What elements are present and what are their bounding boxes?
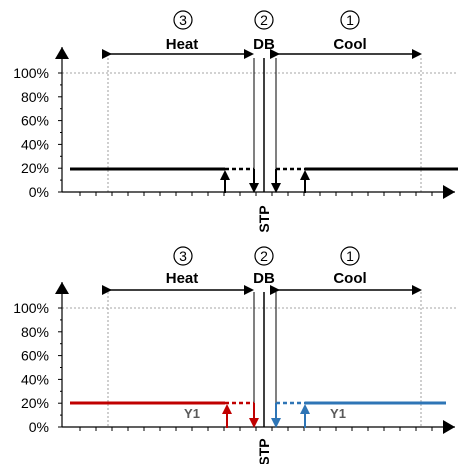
zone-1-number: 1 — [346, 248, 354, 264]
heat-output-label: Y1 — [184, 406, 200, 421]
y-ticks: 100% 80% 60% 40% 20% 0% — [13, 65, 62, 200]
y-tick-label: 80% — [21, 324, 49, 340]
cool-output-label: Y1 — [330, 406, 346, 421]
heat-label: Heat — [166, 270, 199, 287]
setpoint-label: STP — [256, 438, 272, 464]
zone-2-number: 2 — [260, 12, 268, 28]
y-tick-label: 0% — [29, 184, 49, 200]
db-label: DB — [253, 270, 275, 287]
zone-3-circle — [173, 10, 193, 30]
cool-label: Cool — [333, 270, 366, 287]
zone-header: 3 2 1 Heat DB Cool — [102, 10, 422, 59]
db-label: DB — [253, 36, 275, 53]
zone-1-circle — [340, 246, 360, 266]
x-ticks — [79, 192, 433, 196]
zone-3-circle — [173, 246, 193, 266]
heat-label: Heat — [166, 36, 199, 53]
zone-2-circle — [254, 10, 274, 30]
y-tick-label: 60% — [21, 113, 49, 129]
setpoint-label: STP — [256, 205, 272, 232]
zone-1-number: 1 — [346, 12, 354, 28]
zone-2-circle — [254, 246, 274, 266]
zone-2-number: 2 — [260, 248, 268, 264]
y-tick-label: 20% — [21, 160, 49, 176]
y-tick-label: 40% — [21, 371, 49, 387]
zone-1-circle — [340, 10, 360, 30]
zone-header: 3 2 1 Heat DB Cool — [102, 246, 422, 295]
x-ticks — [79, 427, 433, 431]
y-tick-label: 20% — [21, 395, 49, 411]
y-tick-label: 60% — [21, 348, 49, 364]
y-tick-label: 80% — [21, 89, 49, 105]
y-tick-label: 100% — [13, 300, 49, 316]
y-tick-label: 100% — [13, 65, 49, 81]
panel-bottom: 3 2 1 Heat DB Cool 100% 80% 60% 40% 20% 0% — [13, 246, 458, 464]
panel-top: 3 2 1 Heat DB Cool 100% 80% 60% 40% 20% 0% — [13, 10, 458, 233]
y-tick-label: 40% — [21, 136, 49, 152]
zone-3-number: 3 — [179, 12, 187, 28]
cool-label: Cool — [333, 36, 366, 53]
y-tick-label: 0% — [29, 419, 49, 435]
zone-3-number: 3 — [179, 248, 187, 264]
y-ticks: 100% 80% 60% 40% 20% 0% — [13, 300, 62, 435]
